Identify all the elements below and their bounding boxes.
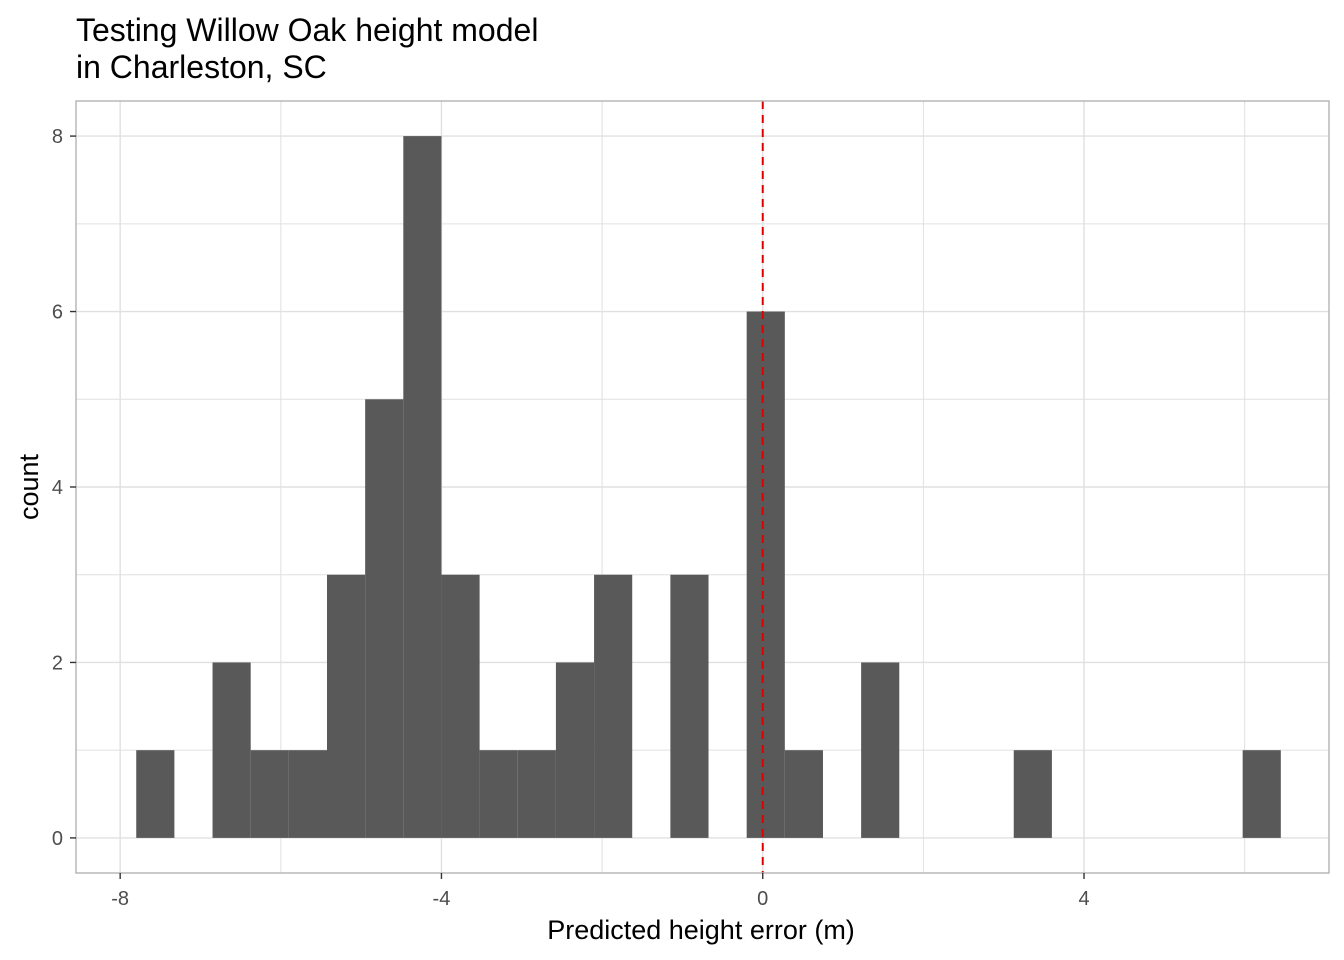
histogram-bar	[327, 574, 366, 838]
histogram-bar	[1242, 750, 1281, 838]
histogram-bar	[784, 750, 823, 838]
histogram-bar	[517, 750, 556, 838]
histogram-bar	[403, 136, 442, 838]
x-tick-label: -4	[433, 888, 451, 910]
x-tick-label: 0	[757, 888, 768, 910]
y-tick-label: 6	[52, 302, 63, 324]
histogram-bar	[212, 662, 251, 838]
x-axis-ticks: -8 -4 0 4	[111, 873, 1090, 910]
histogram-bar	[136, 750, 175, 838]
y-tick-label: 2	[52, 652, 63, 674]
y-axis-ticks: 0 2 4 6 8	[52, 126, 76, 850]
x-axis-title: Predicted height error (m)	[547, 915, 855, 945]
histogram-bar	[861, 662, 900, 838]
histogram-bar	[555, 662, 595, 838]
chart-title-line-2: in Charleston, SC	[76, 49, 327, 85]
y-tick-label: 4	[52, 477, 63, 499]
histogram-bar	[365, 399, 404, 838]
chart-title-line-1: Testing Willow Oak height model	[76, 12, 538, 48]
y-axis-title: count	[14, 453, 44, 520]
histogram-bar	[250, 750, 289, 838]
histogram-bar	[594, 574, 633, 838]
histogram-bar	[1013, 750, 1052, 838]
histogram-bar	[670, 574, 709, 838]
x-tick-label: 4	[1078, 888, 1089, 910]
histogram-bar	[288, 750, 328, 838]
x-tick-label: -8	[111, 888, 129, 910]
y-tick-label: 0	[52, 828, 63, 850]
histogram-bar	[441, 574, 480, 838]
histogram-bar	[746, 311, 785, 838]
histogram-bar	[479, 750, 518, 838]
histogram-bars	[136, 136, 1281, 838]
y-tick-label: 8	[52, 126, 63, 148]
